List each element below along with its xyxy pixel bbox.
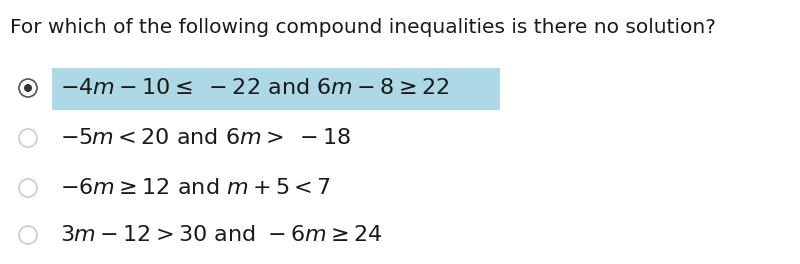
Text: $3m - 12 > 30\ \mathrm{and}\ -6m \geq 24$: $3m - 12 > 30\ \mathrm{and}\ -6m \geq 24… <box>60 225 382 245</box>
Circle shape <box>24 84 32 92</box>
Text: For which of the following compound inequalities is there no solution?: For which of the following compound ineq… <box>10 18 716 37</box>
Circle shape <box>19 79 37 97</box>
Text: $-6m \geq 12\ \mathrm{and}\ m + 5 < 7$: $-6m \geq 12\ \mathrm{and}\ m + 5 < 7$ <box>60 178 331 198</box>
Circle shape <box>19 226 37 244</box>
FancyBboxPatch shape <box>52 68 500 110</box>
Text: $-5m < 20\ \mathrm{and}\ 6m >\ -18$: $-5m < 20\ \mathrm{and}\ 6m >\ -18$ <box>60 128 352 148</box>
Circle shape <box>19 179 37 197</box>
Text: $-4m - 10 \leq\ -22\ \mathrm{and}\ 6m - 8 \geq 22$: $-4m - 10 \leq\ -22\ \mathrm{and}\ 6m - … <box>60 78 450 98</box>
Circle shape <box>19 129 37 147</box>
